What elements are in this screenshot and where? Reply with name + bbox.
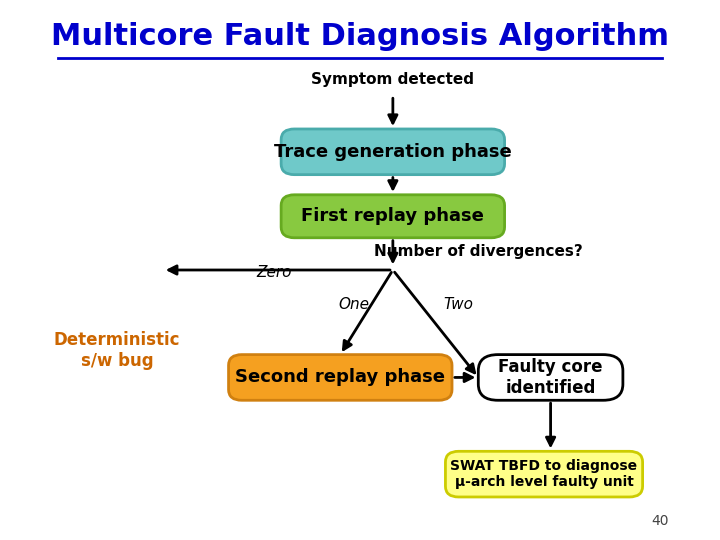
Text: Number of divergences?: Number of divergences? xyxy=(374,244,582,259)
FancyBboxPatch shape xyxy=(446,451,643,497)
Text: Zero: Zero xyxy=(257,265,292,280)
Text: Faulty core
identified: Faulty core identified xyxy=(498,358,603,397)
Text: 40: 40 xyxy=(652,514,669,528)
Text: Two: Two xyxy=(444,298,474,313)
Text: Trace generation phase: Trace generation phase xyxy=(274,143,512,161)
FancyBboxPatch shape xyxy=(228,355,452,400)
Text: Symptom detected: Symptom detected xyxy=(311,72,474,87)
Text: Second replay phase: Second replay phase xyxy=(235,368,445,387)
FancyBboxPatch shape xyxy=(478,355,623,400)
Text: Deterministic
s/w bug: Deterministic s/w bug xyxy=(53,331,180,370)
FancyBboxPatch shape xyxy=(281,195,505,238)
Text: One: One xyxy=(338,298,369,313)
Text: SWAT TBFD to diagnose
μ-arch level faulty unit: SWAT TBFD to diagnose μ-arch level fault… xyxy=(451,459,638,489)
FancyBboxPatch shape xyxy=(281,129,505,174)
Text: Multicore Fault Diagnosis Algorithm: Multicore Fault Diagnosis Algorithm xyxy=(51,22,669,51)
Text: First replay phase: First replay phase xyxy=(302,207,485,225)
